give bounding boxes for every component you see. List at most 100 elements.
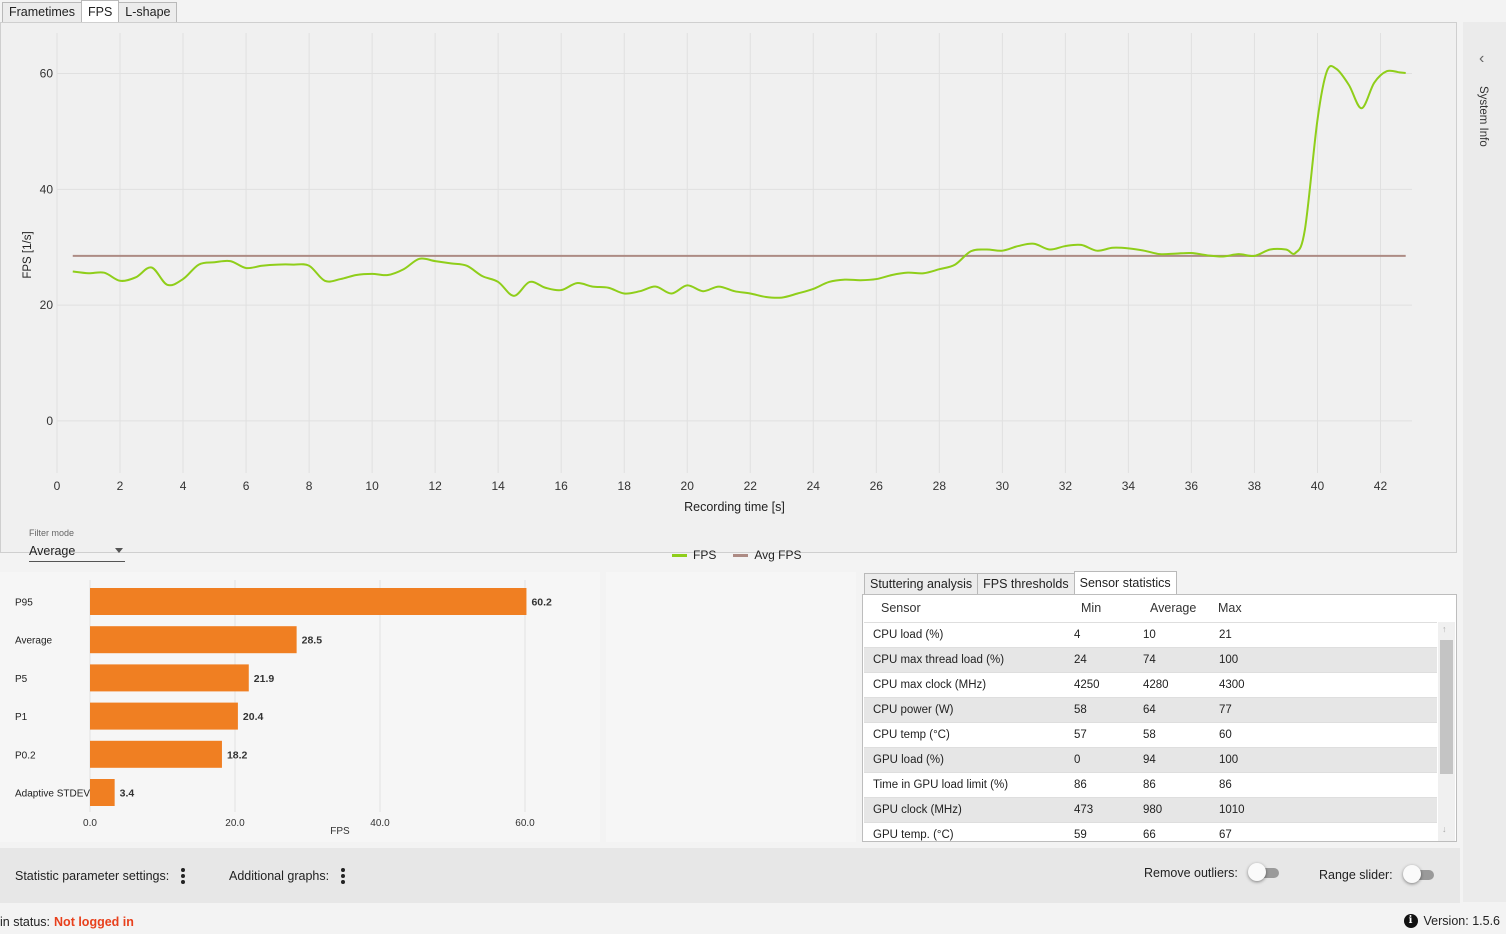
scroll-thumb[interactable] — [1440, 640, 1453, 774]
login-status-value[interactable]: Not logged in — [54, 915, 134, 929]
remove-outliers-toggle[interactable] — [1247, 863, 1280, 881]
x-tick-label: 24 — [807, 479, 821, 493]
bar-x-tick-label: 60.0 — [515, 818, 535, 829]
range-slider: Range slider: — [1319, 865, 1435, 883]
cell-sensor: CPU max thread load (%) — [873, 654, 1005, 666]
tab-l-shape[interactable]: L-shape — [118, 2, 178, 23]
table-scrollbar[interactable]: ↑ ↓ — [1438, 622, 1455, 841]
cell-min: 86 — [1074, 779, 1087, 791]
table-row[interactable]: Time in GPU load limit (%) 86 86 86 — [864, 772, 1437, 797]
empty-panel — [606, 572, 856, 842]
bar-x-tick-label: 0.0 — [83, 818, 97, 829]
statistic-parameter-settings-label: Statistic parameter settings: — [15, 869, 170, 883]
legend-item-avg-fps[interactable]: Avg FPS — [733, 548, 801, 562]
cell-average: 86 — [1143, 779, 1156, 791]
info-icon[interactable]: i — [1403, 914, 1418, 928]
bar-value-label: 3.4 — [120, 788, 135, 800]
tab-fps-thresholds[interactable]: FPS thresholds — [977, 573, 1075, 594]
login-status: in status: Not logged in — [0, 915, 134, 929]
more-vert-icon[interactable] — [341, 868, 346, 884]
chart-tabs: Frametimes FPS L-shape — [2, 0, 178, 23]
range-slider-toggle[interactable] — [1402, 865, 1435, 883]
filter-mode: Filter mode Average — [29, 528, 125, 562]
table-row[interactable]: GPU load (%) 0 94 100 — [864, 747, 1437, 772]
cell-min: 4 — [1074, 629, 1081, 641]
tab-sensor-statistics[interactable]: Sensor statistics — [1073, 571, 1177, 594]
scroll-down-icon[interactable]: ↓ — [1442, 824, 1447, 834]
bar-value-label: 18.2 — [227, 749, 248, 761]
cell-min: 4250 — [1074, 679, 1100, 691]
bar-category-label: P0.2 — [15, 750, 36, 761]
system-info-panel[interactable]: ‹ System Info — [1463, 22, 1506, 902]
cell-min: 59 — [1074, 829, 1087, 841]
table-row[interactable]: CPU load (%) 4 10 21 — [864, 622, 1437, 647]
range-slider-label: Range slider: — [1319, 868, 1393, 882]
bar-value-label: 28.5 — [302, 635, 323, 647]
table-row[interactable]: CPU max thread load (%) 24 74 100 — [864, 647, 1437, 672]
chart-legend: FPS Avg FPS — [672, 548, 818, 562]
y-tick-label: 20 — [40, 298, 54, 312]
filter-mode-label: Filter mode — [29, 528, 75, 538]
x-tick-label: 6 — [243, 479, 250, 493]
fps-series-line — [72, 65, 1406, 299]
chevron-down-icon — [115, 548, 123, 553]
cell-max: 1010 — [1219, 804, 1245, 816]
bar-value-label: 20.4 — [243, 711, 264, 723]
table-row[interactable]: CPU power (W) 58 64 77 — [864, 697, 1437, 722]
header-min[interactable]: Min — [1081, 601, 1102, 615]
filter-mode-select[interactable]: Average — [29, 542, 125, 562]
legend-swatch-avg-fps — [733, 553, 749, 557]
cell-sensor: GPU load (%) — [873, 754, 944, 766]
status-bar: in status: Not logged in i Version: 1.5.6 — [0, 908, 1506, 934]
legend-item-fps[interactable]: FPS — [672, 548, 716, 562]
cell-sensor: CPU temp (°C) — [873, 729, 950, 741]
y-axis-label: FPS [1/s] — [22, 231, 34, 278]
system-info-label: System Info — [1477, 86, 1489, 147]
x-tick-label: 4 — [180, 479, 187, 493]
chevron-left-icon[interactable]: ‹ — [1479, 50, 1485, 67]
x-tick-label: 2 — [117, 479, 124, 493]
x-tick-label: 36 — [1185, 479, 1199, 493]
x-tick-label: 30 — [996, 479, 1010, 493]
x-tick-label: 26 — [870, 479, 884, 493]
version-label: Version: — [1423, 914, 1469, 928]
x-tick-label: 38 — [1248, 479, 1262, 493]
cell-sensor: CPU max clock (MHz) — [873, 679, 987, 691]
table-row[interactable]: CPU temp (°C) 57 58 60 — [864, 722, 1437, 747]
remove-outliers-label: Remove outliers: — [1144, 866, 1238, 880]
tab-stuttering-analysis[interactable]: Stuttering analysis — [864, 573, 979, 594]
plot-area — [57, 33, 1412, 473]
header-sensor[interactable]: Sensor — [881, 601, 921, 615]
header-average[interactable]: Average — [1150, 601, 1197, 615]
fps-chart-panel: 0 2 4 6 8 10 12 14 16 18 20 22 24 26 28 30 32 34 36 38 40 42 0… — [0, 22, 1457, 562]
bar-adaptive-stdev — [90, 779, 115, 806]
tab-frametimes[interactable]: Frametimes — [2, 2, 82, 23]
cell-max: 60 — [1219, 729, 1232, 741]
header-max[interactable]: Max — [1218, 601, 1242, 615]
bar-category-label: P1 — [15, 712, 28, 723]
x-tick-label: 40 — [1311, 479, 1325, 493]
x-tick-label: 16 — [555, 479, 569, 493]
table-row[interactable]: GPU clock (MHz) 473 980 1010 — [864, 797, 1437, 822]
statistics-bar-chart: P95 60.2 Average 28.5 P5 21.9 P1 20.4 P0.2 18.2 Ad… — [15, 580, 552, 837]
more-vert-icon[interactable] — [181, 868, 186, 884]
legend-swatch-fps — [672, 553, 687, 557]
y-tick-label: 40 — [40, 182, 54, 196]
table-row[interactable]: GPU temp. (°C) 59 66 67 — [864, 822, 1437, 841]
cell-sensor: GPU clock (MHz) — [873, 804, 962, 816]
scroll-up-icon[interactable]: ↑ — [1442, 624, 1447, 634]
login-status-label: in status: — [0, 915, 51, 929]
tab-fps[interactable]: FPS — [80, 0, 120, 23]
cell-average: 10 — [1143, 629, 1156, 641]
table-row[interactable]: CPU max clock (MHz) 4250 4280 4300 — [864, 672, 1437, 697]
x-tick-label: 8 — [306, 479, 313, 493]
table-header: Sensor Min Average Max — [863, 595, 1456, 622]
cell-max: 86 — [1219, 779, 1232, 791]
fps-line-chart: 0 2 4 6 8 10 12 14 16 18 20 22 24 26 28 30 32 34 36 38 40 420… — [22, 33, 1412, 514]
filter-mode-value: Average — [29, 544, 76, 558]
cell-min: 58 — [1074, 704, 1087, 716]
x-tick-label: 18 — [618, 479, 632, 493]
cell-max: 67 — [1219, 829, 1232, 841]
x-tick-label: 20 — [681, 479, 695, 493]
x-tick-label: 14 — [491, 479, 505, 493]
